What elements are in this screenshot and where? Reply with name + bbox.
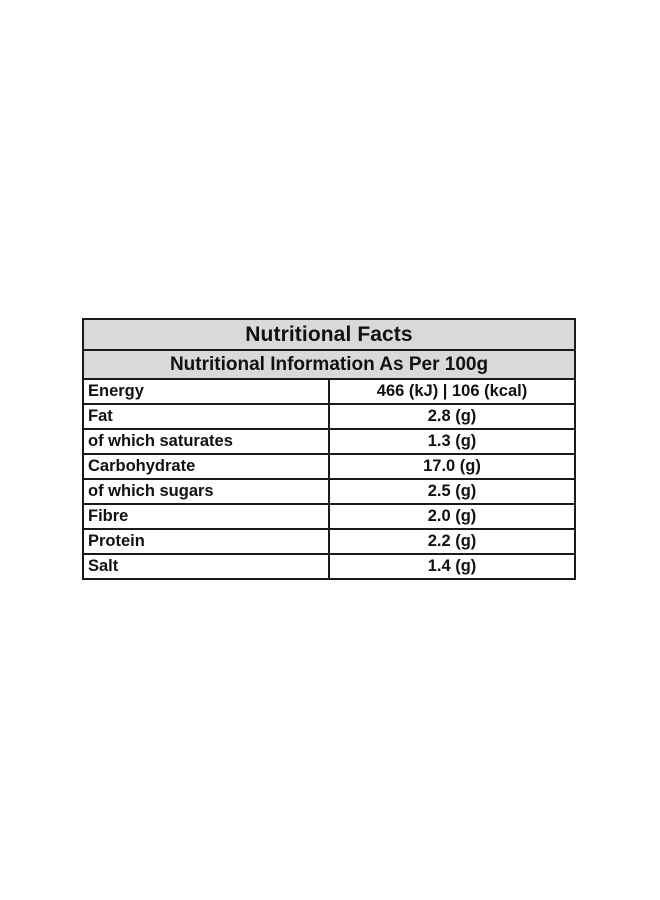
subtitle-row: Nutritional Information As Per 100g bbox=[82, 349, 576, 380]
nutrient-value: 466 (kJ) | 106 (kcal) bbox=[328, 378, 576, 405]
nutrient-name: of which saturates bbox=[82, 428, 330, 455]
table-row: Fibre 2.0 (g) bbox=[82, 503, 576, 530]
table-row: Fat 2.8 (g) bbox=[82, 403, 576, 430]
nutrient-name: of which sugars bbox=[82, 478, 330, 505]
nutrient-name: Energy bbox=[82, 378, 330, 405]
table-row: of which sugars 2.5 (g) bbox=[82, 478, 576, 505]
table-row: of which saturates 1.3 (g) bbox=[82, 428, 576, 455]
title-row: Nutritional Facts bbox=[82, 318, 576, 351]
nutrient-value: 1.3 (g) bbox=[328, 428, 576, 455]
table-row: Salt 1.4 (g) bbox=[82, 553, 576, 580]
table-row: Energy 466 (kJ) | 106 (kcal) bbox=[82, 378, 576, 405]
nutrition-facts-table: Nutritional Facts Nutritional Informatio… bbox=[82, 318, 576, 580]
table-row: Carbohydrate 17.0 (g) bbox=[82, 453, 576, 480]
nutrient-value: 2.0 (g) bbox=[328, 503, 576, 530]
nutrient-value: 1.4 (g) bbox=[328, 553, 576, 580]
table-title: Nutritional Facts bbox=[82, 318, 576, 351]
nutrient-value: 2.5 (g) bbox=[328, 478, 576, 505]
nutrient-name: Fibre bbox=[82, 503, 330, 530]
table-subtitle: Nutritional Information As Per 100g bbox=[82, 349, 576, 380]
nutrient-name: Protein bbox=[82, 528, 330, 555]
nutrient-name: Fat bbox=[82, 403, 330, 430]
nutrient-name: Salt bbox=[82, 553, 330, 580]
nutrient-value: 17.0 (g) bbox=[328, 453, 576, 480]
table-row: Protein 2.2 (g) bbox=[82, 528, 576, 555]
nutrient-value: 2.8 (g) bbox=[328, 403, 576, 430]
nutrient-name: Carbohydrate bbox=[82, 453, 330, 480]
nutrient-value: 2.2 (g) bbox=[328, 528, 576, 555]
